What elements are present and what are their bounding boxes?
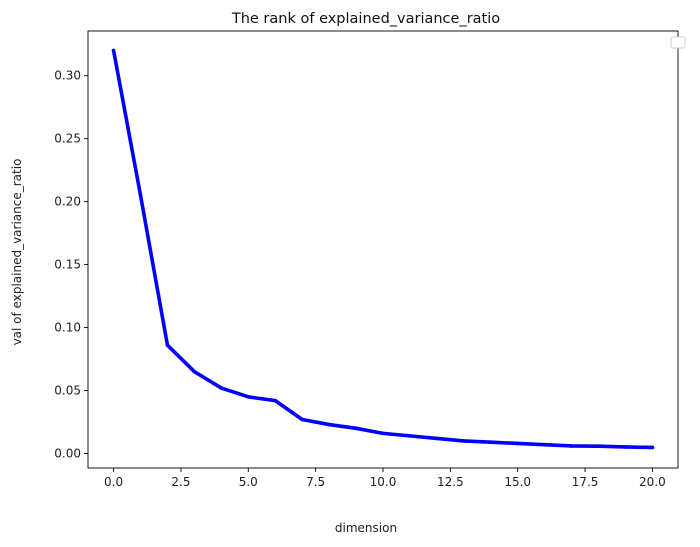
data-point-0-14 [488, 440, 493, 444]
data-point-0-11 [408, 434, 412, 438]
data-point-0-5 [246, 395, 251, 399]
data-point-0-18 [596, 444, 601, 449]
data-point-0-20 [650, 445, 655, 450]
y-axis-label: val of explained_variance_ratio [10, 159, 24, 346]
y-tick-label: 0.25 [54, 132, 81, 146]
data-point-0-10 [381, 431, 385, 436]
data-point-0-4 [219, 386, 224, 390]
data-point-0-6 [273, 398, 278, 403]
x-tick-label: 2.5 [171, 475, 190, 489]
data-point-0-7 [300, 417, 304, 422]
y-tick-label: 0.15 [54, 258, 81, 272]
y-tick-label: 0.00 [54, 447, 81, 461]
x-tick-label: 0.0 [104, 475, 123, 489]
x-tick-label: 17.5 [572, 475, 599, 489]
data-point-0-2 [165, 343, 170, 348]
data-point-0-3 [192, 369, 197, 374]
data-point-0-17 [569, 444, 574, 448]
x-tick-label: 20.0 [639, 475, 666, 489]
legend-box [670, 36, 686, 49]
x-tick-label: 5.0 [239, 475, 258, 489]
y-tick-label: 0.20 [54, 195, 81, 209]
data-point-0-13 [462, 439, 466, 443]
y-tick-label: 0.30 [54, 69, 81, 83]
x-axis-label: dimension [335, 521, 397, 535]
y-tick-label: 0.10 [54, 321, 81, 335]
x-tick-label: 7.5 [306, 475, 325, 489]
data-point-0-19 [623, 445, 628, 449]
chart-title: The rank of explained_variance_ratio [231, 11, 500, 27]
data-point-0-8 [327, 422, 331, 427]
data-point-0-0 [111, 48, 116, 53]
data-point-0-1 [138, 193, 143, 198]
x-tick-label: 15.0 [504, 475, 531, 489]
x-tick-label: 10.0 [370, 475, 397, 489]
data-point-0-15 [515, 441, 520, 446]
data-point-0-12 [435, 436, 439, 441]
data-point-0-9 [354, 426, 358, 431]
data-point-0-16 [542, 442, 547, 447]
plot-area: 0.0 2.5 5.0 7.5 10.0 12.5 15.0 17.5 20.0 0.00 0.05… [54, 30, 679, 489]
x-tick-label: 12.5 [437, 475, 464, 489]
y-tick-label: 0.05 [54, 384, 81, 398]
